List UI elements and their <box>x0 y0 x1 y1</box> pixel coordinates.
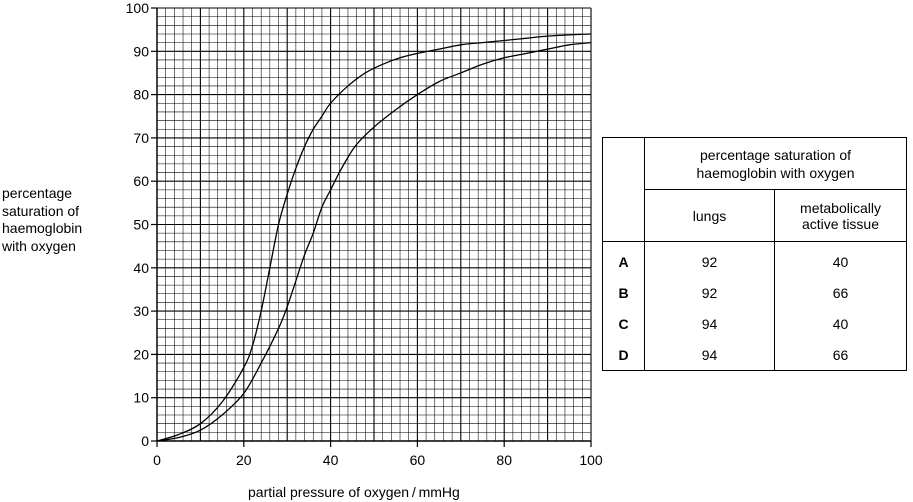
table-corner-cell <box>602 137 645 242</box>
table-header-tissue-line: active tissue <box>801 215 880 232</box>
y-tick-label: 100 <box>126 0 150 16</box>
y-tick-label: 20 <box>133 346 149 362</box>
tissue-value: 66 <box>774 277 907 308</box>
table-row: A 92 40 <box>602 241 907 277</box>
y-axis-label-line: percentage <box>2 185 73 201</box>
tissue-value: 40 <box>774 308 907 339</box>
x-tick-label: 60 <box>410 452 426 468</box>
y-tick-label: 10 <box>133 390 149 406</box>
lungs-value: 92 <box>644 241 775 277</box>
y-tick-label: 60 <box>133 173 149 189</box>
x-axis-label: partial pressure of oxygen / mmHg <box>248 484 460 500</box>
y-axis-label-line: with oxygen <box>2 237 76 254</box>
lungs-value: 92 <box>644 277 775 308</box>
option-letter: C <box>602 308 645 339</box>
x-tick-label: 100 <box>579 452 603 468</box>
lungs-value: 94 <box>644 308 775 339</box>
axis-ticks: 0 10 20 30 40 50 60 70 80 90 100 0 20 40 60 80 100 <box>126 0 603 468</box>
y-tick-label: 30 <box>133 303 149 319</box>
table-row: C 94 40 <box>602 308 907 339</box>
x-tick-label: 20 <box>236 452 252 468</box>
table-header-lungs: lungs <box>644 189 775 242</box>
lungs-value: 94 <box>644 339 775 371</box>
y-tick-label: 80 <box>133 87 149 103</box>
y-tick-label: 0 <box>141 433 149 449</box>
table-row: B 92 66 <box>602 277 907 308</box>
tissue-value: 66 <box>774 339 907 371</box>
curve-right <box>156 41 592 442</box>
curves <box>156 33 592 442</box>
y-axis-label-line: saturation of <box>2 202 80 219</box>
option-letter: D <box>602 339 645 371</box>
major-grid <box>156 7 592 442</box>
table-row: D 94 66 <box>602 339 907 371</box>
table-header-tissue: metabolically active tissue <box>774 189 907 242</box>
option-letter: B <box>602 277 645 308</box>
option-letter: A <box>602 241 645 277</box>
table-main-header-line: percentage saturation of <box>700 146 851 163</box>
x-tick-label: 80 <box>496 452 512 468</box>
y-tick-label: 70 <box>133 130 149 146</box>
tissue-value: 40 <box>774 241 907 277</box>
y-axis-label-line: haemoglobin <box>2 220 83 236</box>
y-tick-label: 90 <box>133 43 149 59</box>
table-main-header-line: haemoglobin with oxygen <box>696 164 855 181</box>
y-axis-label: percentage saturation of haemoglobin wit… <box>2 185 82 255</box>
table-main-header: percentage saturation of haemoglobin wit… <box>644 137 907 190</box>
x-tick-label: 0 <box>153 452 161 468</box>
y-tick-label: 40 <box>133 260 149 276</box>
answer-table: percentage saturation of haemoglobin wit… <box>602 137 907 371</box>
x-tick-label: 40 <box>323 452 339 468</box>
table-header-tissue-line: metabolically <box>800 199 881 216</box>
y-tick-label: 50 <box>133 217 149 233</box>
curve-left <box>156 33 592 442</box>
